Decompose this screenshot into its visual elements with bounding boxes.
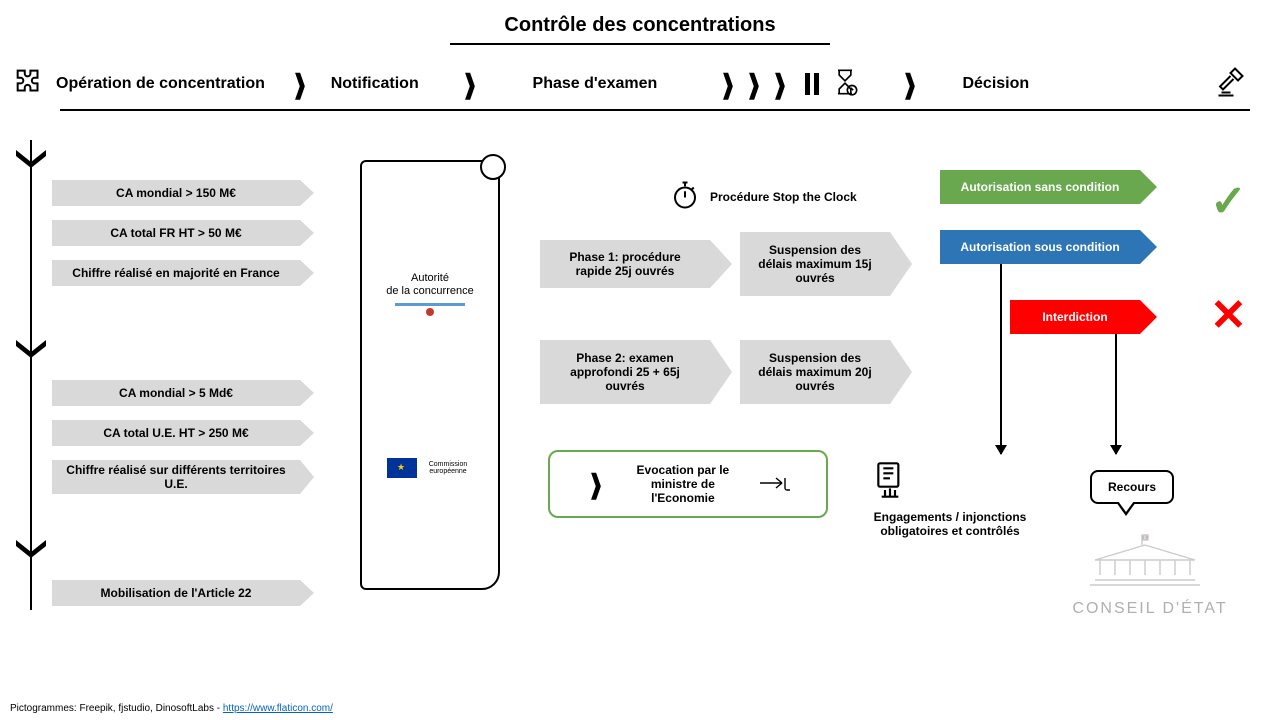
footer-text: Pictogrammes: Freepik, fjstudio, Dinosof… bbox=[10, 703, 223, 714]
chevron-icon: ❱ bbox=[772, 69, 787, 100]
gavel-icon bbox=[1214, 64, 1250, 105]
authority-name-2: de la concurrence bbox=[386, 285, 473, 298]
authority-logo: Autorité de la concurrence bbox=[386, 272, 473, 317]
stopwatch-icon bbox=[670, 180, 700, 215]
chevron-icon: ❱ bbox=[902, 69, 917, 100]
document-hand-icon bbox=[870, 460, 910, 505]
conseil-etat-label: CONSEIL D'ÉTAT bbox=[1060, 600, 1240, 618]
threshold-tag: Chiffre réalisé sur différents territoir… bbox=[52, 460, 300, 494]
eu-commission-logo: Commission européenne bbox=[387, 458, 473, 478]
checkmark-icon: ✓ bbox=[1210, 176, 1247, 227]
footer-attribution: Pictogrammes: Freepik, fjstudio, Dinosof… bbox=[10, 703, 333, 714]
threshold-tag: CA total FR HT > 50 M€ bbox=[52, 220, 300, 246]
decision-no-condition: Autorisation sans condition bbox=[940, 170, 1140, 204]
threshold-tag: CA mondial > 150 M€ bbox=[52, 180, 300, 206]
stage-decision: Décision bbox=[962, 75, 1029, 93]
down-chevron-icon bbox=[16, 540, 46, 558]
stage-notification: Notification bbox=[331, 75, 419, 93]
decision-with-condition: Autorisation sous condition bbox=[940, 230, 1140, 264]
stage-operation: Opération de concentration bbox=[56, 75, 265, 93]
cross-icon: ✕ bbox=[1210, 290, 1247, 341]
decision-interdiction: Interdiction bbox=[1010, 300, 1140, 334]
chevron-icon: ❱ bbox=[746, 69, 761, 100]
arrow-down bbox=[1000, 264, 1002, 454]
notification-document: Autorité de la concurrence Commission eu… bbox=[360, 160, 500, 590]
pointing-hand-icon bbox=[757, 468, 793, 501]
pause-icon bbox=[805, 73, 819, 95]
evocation-label: Evocation par le ministre de l'Economie bbox=[623, 463, 743, 505]
phase2-box: Phase 2: examen approfondi 25 + 65j ouvr… bbox=[540, 340, 710, 404]
down-chevron-icon bbox=[16, 150, 46, 168]
engagements-label: Engagements / injonctions obligatoires e… bbox=[850, 510, 1050, 538]
footer-link[interactable]: https://www.flaticon.com/ bbox=[223, 703, 333, 714]
chevron-icon: ❱ bbox=[721, 69, 736, 100]
stop-clock-label: Procédure Stop the Clock bbox=[710, 190, 857, 204]
hourglass-icon bbox=[831, 68, 859, 101]
title-underline bbox=[450, 43, 830, 45]
down-chevron-icon bbox=[16, 340, 46, 358]
phase1-suspension-box: Suspension des délais maximum 15j ouvrés bbox=[740, 232, 890, 296]
puzzle-icon bbox=[12, 65, 46, 104]
chevron-icon: ❱ bbox=[292, 69, 307, 100]
eu-flag-icon bbox=[387, 458, 417, 478]
phase2-suspension-box: Suspension des délais maximum 20j ouvrés bbox=[740, 340, 890, 404]
authority-name-1: Autorité bbox=[386, 272, 473, 285]
article22-tag: Mobilisation de l'Article 22 bbox=[52, 580, 300, 606]
phase1-box: Phase 1: procédure rapide 25j ouvrés bbox=[540, 240, 710, 288]
stage-examen: Phase d'examen bbox=[533, 75, 658, 93]
eu-commission-label: Commission européenne bbox=[423, 461, 473, 475]
chevron-icon: ❱ bbox=[588, 469, 603, 500]
stage-header-row: Opération de concentration ❱ Notificatio… bbox=[0, 63, 1280, 105]
main-diagram: CA mondial > 150 M€ CA total FR HT > 50 … bbox=[0, 140, 1280, 700]
threshold-tag: CA total U.E. HT > 250 M€ bbox=[52, 420, 300, 446]
recours-bubble: Recours bbox=[1090, 470, 1174, 504]
threshold-tag: Chiffre réalisé en majorité en France bbox=[52, 260, 300, 286]
threshold-tag: CA mondial > 5 Md€ bbox=[52, 380, 300, 406]
chevron-icon: ❱ bbox=[462, 69, 477, 100]
arrow-down bbox=[1115, 334, 1117, 454]
council-building-icon bbox=[1080, 530, 1210, 605]
header-underline bbox=[60, 109, 1250, 111]
page-title: Contrôle des concentrations bbox=[0, 0, 1280, 43]
evocation-box: ❱ Evocation par le ministre de l'Economi… bbox=[548, 450, 828, 518]
